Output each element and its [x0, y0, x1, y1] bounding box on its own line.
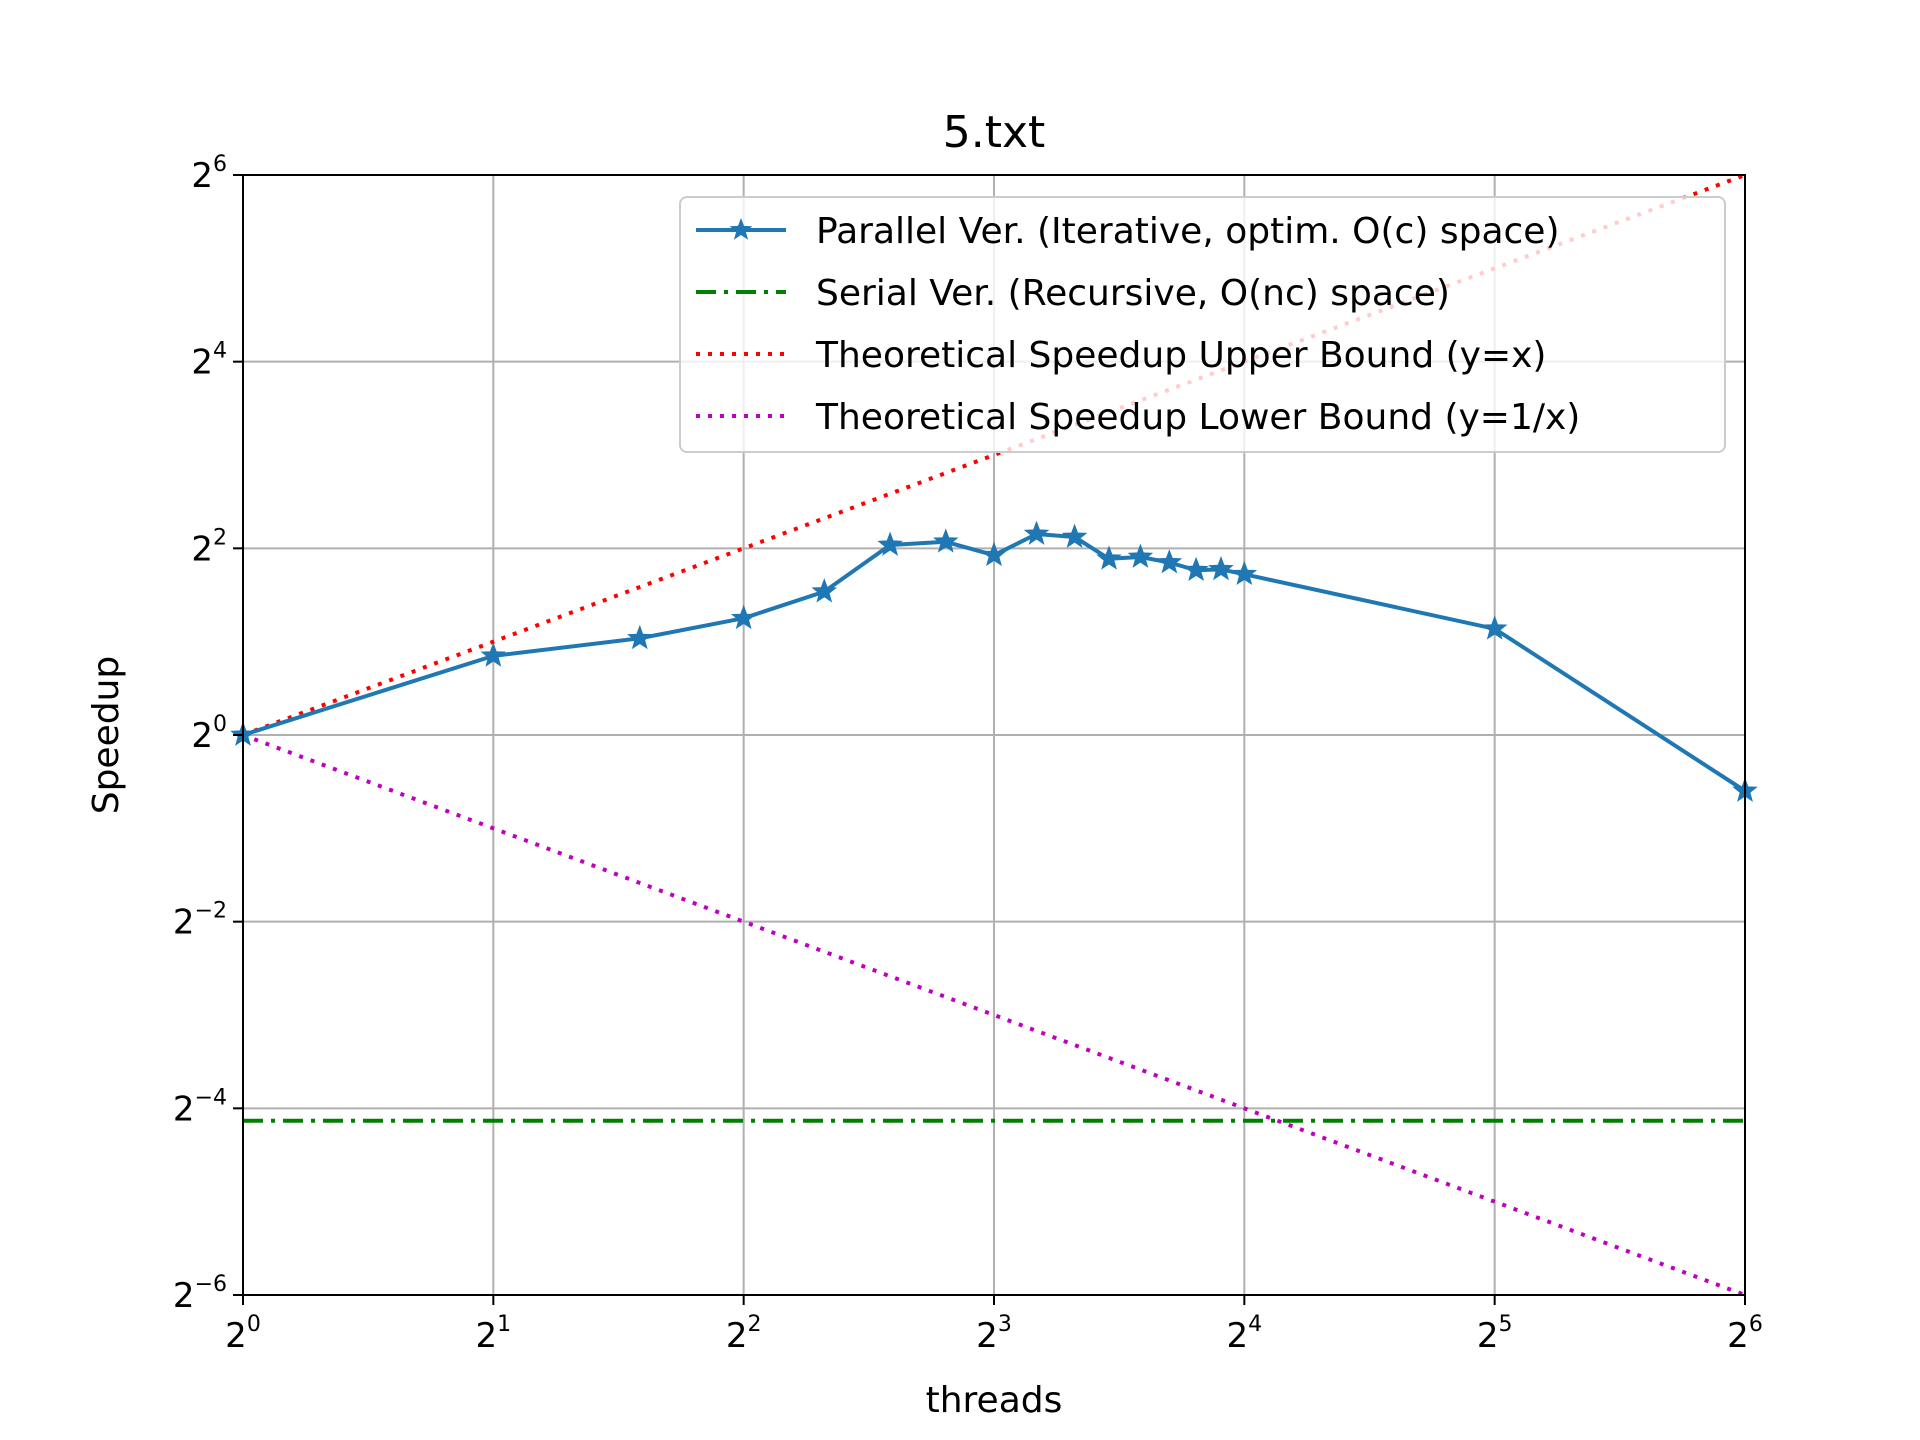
x-tick-base: 2: [726, 1316, 748, 1356]
x-axis-label: threads: [926, 1380, 1063, 1421]
x-tick-base: 2: [225, 1316, 247, 1356]
y-tick-label: 26: [191, 152, 227, 196]
data-point: [627, 624, 653, 650]
y-tick-label: 2−2: [173, 899, 227, 943]
data-point: [1127, 543, 1154, 568]
x-tick-base: 2: [976, 1316, 998, 1356]
y-tick-base: 2: [191, 343, 213, 383]
x-tick-label: 23: [976, 1312, 1012, 1356]
x-tick-base: 2: [1727, 1316, 1749, 1356]
data-point: [1481, 615, 1508, 640]
data-point: [1231, 560, 1258, 586]
x-tick-exp: 2: [747, 1312, 761, 1337]
legend-label: Parallel Ver. (Iterative, optim. O(c) sp…: [816, 211, 1559, 252]
y-tick-base: 2: [191, 529, 213, 569]
y-tick-label: 22: [191, 525, 227, 569]
y-tick-exp: 4: [213, 339, 227, 364]
y-tick-base: 2: [173, 1089, 195, 1129]
x-tick-base: 2: [1477, 1316, 1499, 1356]
y-tick-label: 20: [191, 712, 227, 756]
x-tick-label: 21: [476, 1312, 512, 1356]
x-tick-exp: 3: [998, 1312, 1012, 1337]
x-tick-exp: 0: [247, 1312, 261, 1337]
x-tick-base: 2: [476, 1316, 498, 1356]
y-tick-exp: 0: [213, 712, 227, 737]
x-tick-label: 22: [726, 1312, 762, 1356]
y-tick-label: 2−6: [173, 1272, 227, 1316]
legend-label: Serial Ver. (Recursive, O(nc) space): [816, 273, 1450, 314]
series-line-3: [243, 733, 1745, 1295]
x-tick-exp: 1: [497, 1312, 511, 1337]
y-tick-exp: −2: [195, 899, 227, 924]
data-point: [933, 528, 959, 553]
y-tick-exp: 2: [213, 525, 227, 550]
data-point: [1208, 555, 1234, 581]
y-tick-base: 2: [173, 903, 195, 943]
data-point: [1061, 523, 1088, 548]
x-tick-exp: 5: [1498, 1312, 1512, 1337]
y-tick-base: 2: [191, 156, 213, 196]
x-tick-label: 26: [1727, 1312, 1763, 1356]
y-tick-base: 2: [173, 1276, 195, 1316]
data-point: [1183, 556, 1209, 582]
y-tick-label: 24: [191, 339, 227, 383]
y-tick-label: 2−4: [173, 1085, 227, 1129]
x-tick-base: 2: [1227, 1316, 1249, 1356]
y-tick-exp: 6: [213, 152, 227, 177]
data-point: [981, 541, 1007, 567]
markers-layer: [230, 520, 1758, 802]
data-point: [1156, 549, 1183, 574]
x-tick-label: 24: [1227, 1312, 1263, 1356]
data-point: [730, 604, 757, 630]
legend-box: [679, 196, 1726, 453]
x-tick-label: 25: [1477, 1312, 1513, 1356]
legend-label: Theoretical Speedup Lower Bound (y=1/x): [815, 397, 1580, 438]
legend-label: Theoretical Speedup Upper Bound (y=x): [815, 335, 1546, 376]
y-tick-base: 2: [191, 716, 213, 756]
x-tick-exp: 6: [1749, 1312, 1763, 1337]
y-tick-exp: −4: [195, 1085, 227, 1110]
x-tick-label: 20: [225, 1312, 261, 1356]
data-point: [877, 531, 903, 556]
data-point: [811, 578, 838, 603]
chart-title: 5.txt: [943, 107, 1046, 158]
data-point: [1023, 520, 1050, 545]
data-point: [1096, 545, 1122, 570]
legend-marker: [729, 218, 753, 240]
y-tick-exp: −6: [195, 1272, 227, 1297]
y-axis-label: Speedup: [86, 656, 127, 815]
legend: Parallel Ver. (Iterative, optim. O(c) sp…: [679, 196, 1726, 453]
x-tick-exp: 4: [1248, 1312, 1262, 1337]
data-point: [480, 642, 507, 667]
